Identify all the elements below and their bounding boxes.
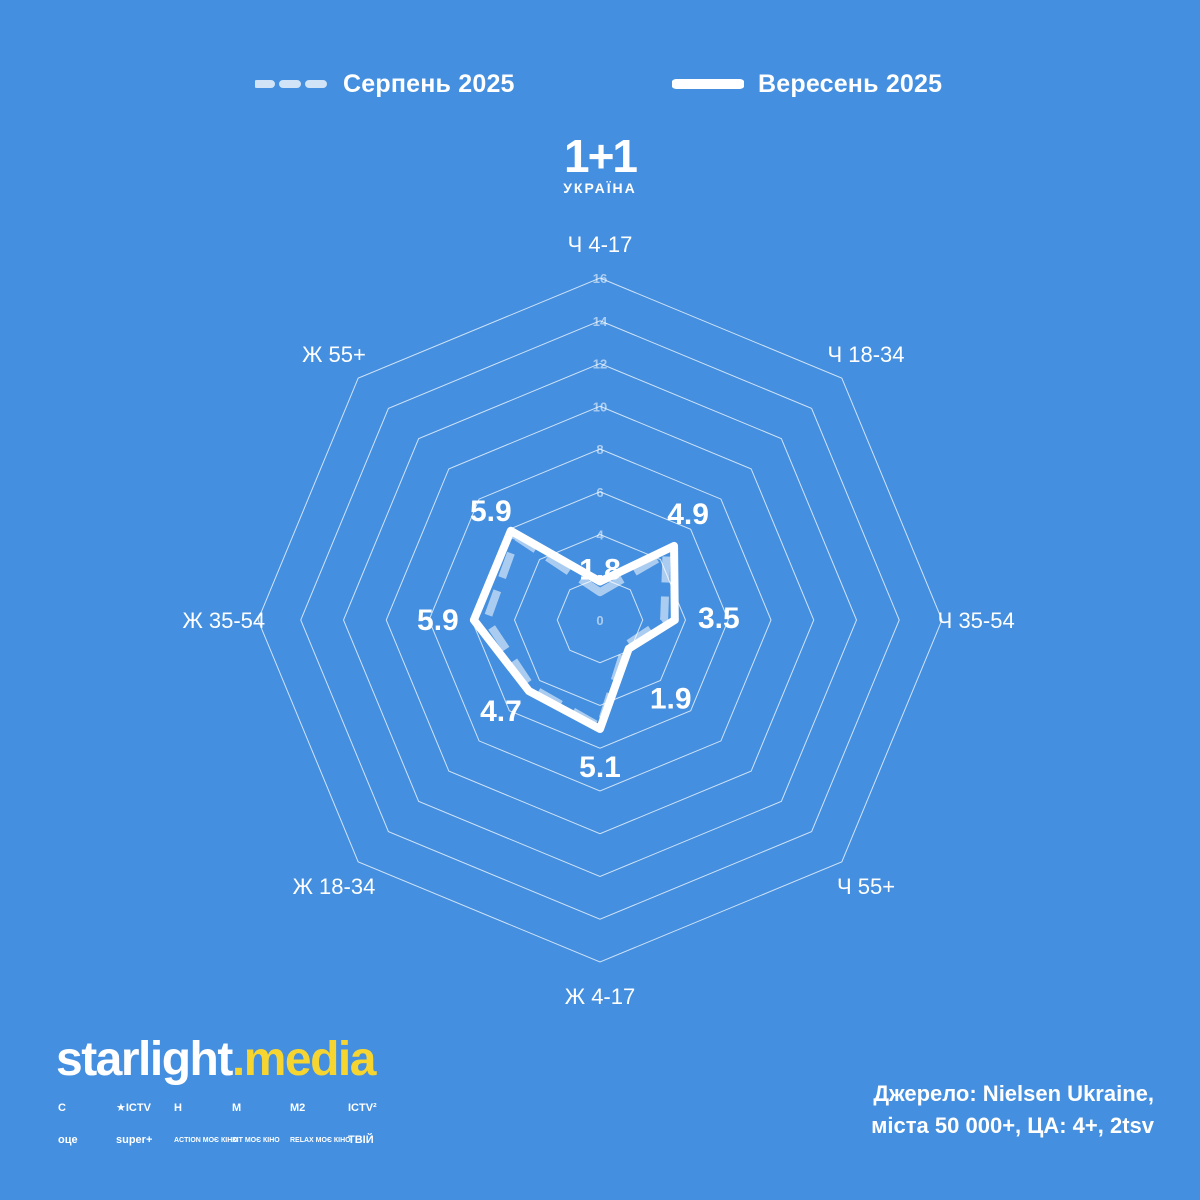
dashed-line-icon (255, 80, 329, 88)
grid-ring (385, 405, 815, 835)
data-label: 5.1 (579, 751, 621, 784)
channel-logo-item: М (232, 1101, 242, 1114)
channel-logo-item: С (58, 1101, 66, 1114)
grid-ring (428, 448, 772, 792)
channel-logo-item: ICTV² (348, 1101, 377, 1114)
data-label: 1.9 (650, 683, 692, 716)
category-label: Ч 4-17 (568, 232, 633, 257)
channel-logo: 1+1 УКРАЇНА (545, 130, 655, 196)
brand-dot: . (231, 1033, 245, 1086)
radial-tick-label: 6 (596, 485, 603, 500)
channel-logo-item: super+ (116, 1133, 153, 1146)
radial-tick-label: 12 (593, 357, 607, 372)
channel-logo-sub: УКРАЇНА (563, 180, 637, 196)
legend: Серпень 2025 Вересень 2025 (0, 62, 1200, 106)
radial-tick-label: 4 (596, 528, 604, 543)
channel-logo-item: М2 (290, 1101, 306, 1114)
channel-logo-item: ТВІЙ (348, 1133, 374, 1146)
grid-ring (300, 320, 900, 920)
category-label: Ж 4-17 (565, 984, 635, 1009)
radial-tick-label: 8 (596, 442, 603, 457)
channel-logo-item: ★ICTV (116, 1101, 151, 1114)
channel-logo-item: ХІТ МОЄ КІНО (232, 1136, 280, 1144)
category-label: Ж 55+ (302, 342, 366, 367)
legend-item-september: Вересень 2025 (672, 62, 942, 106)
source-line-2: міста 50 000+, ЦА: 4+, 2tsv (871, 1113, 1154, 1138)
grid-ring (342, 362, 858, 878)
category-label: Ж 18-34 (293, 874, 376, 899)
category-label: Ч 35-54 (938, 608, 1015, 633)
legend-item-august: Серпень 2025 (255, 62, 515, 106)
source-note: Джерело: Nielsen Ukraine, міста 50 000+,… (871, 1078, 1154, 1142)
data-label: 5.9 (470, 495, 512, 528)
data-label: 5.9 (417, 604, 459, 637)
category-label: Ч 18-34 (827, 342, 904, 367)
channel-logo-item: Н (174, 1101, 182, 1114)
data-label: 1.8 (579, 554, 621, 587)
radial-tick-label: 0 (596, 613, 603, 628)
radial-tick-label: 10 (593, 399, 607, 414)
category-label: Ж 35-54 (182, 608, 265, 633)
legend-label-september: Вересень 2025 (758, 69, 943, 98)
data-label: 4.7 (480, 695, 522, 728)
channel-logo-main: 1+1 (563, 130, 638, 182)
channel-row-1: С ★ICTV Н М М2 ICTV² (58, 1096, 408, 1120)
channel-row-2: оце super+ ACTION МОЄ КІНО ХІТ МОЄ КІНО … (58, 1128, 408, 1152)
radial-tick-label: 14 (593, 314, 608, 329)
channel-logo-item: оце (58, 1133, 78, 1146)
legend-label-august: Серпень 2025 (343, 69, 515, 98)
channel-logo-item: ACTION МОЄ КІНО (174, 1136, 238, 1144)
brand-name-b: media (243, 1033, 377, 1086)
brand-name-a: starlight (56, 1033, 233, 1086)
category-label: Ч 55+ (837, 874, 895, 899)
grid-ring (556, 576, 644, 664)
channel-logos: С ★ICTV Н М М2 ICTV² оце super+ ACTION М… (58, 1096, 408, 1160)
grid-ring (257, 277, 943, 963)
data-label: 3.5 (698, 602, 740, 635)
solid-line-icon (672, 79, 744, 89)
series-line-september (469, 526, 679, 734)
radial-tick-label: 16 (593, 271, 607, 286)
data-label: 4.9 (667, 498, 709, 531)
brand-logo: starlight.media (56, 1030, 377, 1090)
channel-logo-item: RELAX МОЄ КІНО (290, 1136, 351, 1144)
source-line-1: Джерело: Nielsen Ukraine, (873, 1081, 1154, 1106)
series-line-august (482, 532, 671, 731)
